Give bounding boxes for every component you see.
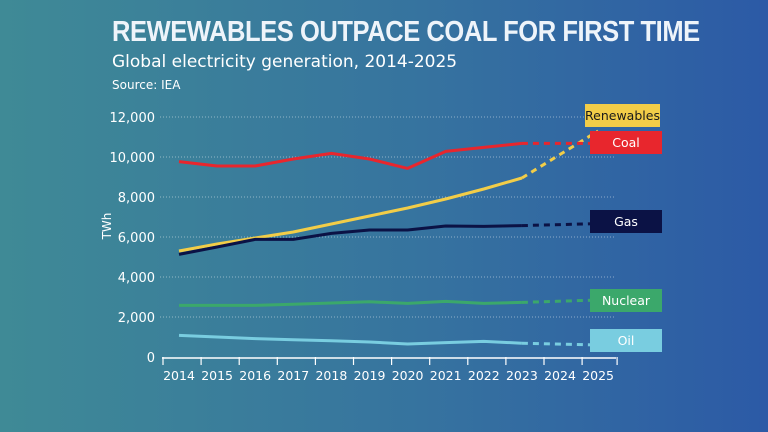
y-tick-label: 12,000 bbox=[110, 111, 156, 126]
series-projection-gas bbox=[521, 222, 599, 228]
series-label-oil: Oil bbox=[618, 333, 635, 348]
series-projection-renewables bbox=[521, 129, 599, 180]
x-tick-label: 2019 bbox=[354, 368, 386, 383]
chart-title: REWEWABLES OUTPACE COAL FOR FIRST TIME bbox=[112, 16, 700, 48]
series-label-box-oil bbox=[590, 329, 662, 352]
x-tick-label: 2022 bbox=[468, 368, 500, 383]
series-label-renewables: Renewables bbox=[585, 108, 660, 123]
x-tick-label: 2024 bbox=[544, 368, 576, 383]
series-label-box-gas bbox=[590, 210, 662, 233]
series-label-box-coal bbox=[590, 131, 662, 154]
y-tick-label: 8,000 bbox=[118, 191, 155, 206]
y-axis: 0 2,000 4,000 6,000 8,000 10,000 12,000 bbox=[110, 111, 156, 366]
series-lines bbox=[178, 129, 599, 347]
series-line-gas bbox=[178, 224, 522, 256]
x-tick-label: 2021 bbox=[430, 368, 462, 383]
series-projection-oil bbox=[521, 341, 599, 347]
chart-source: Source: IEA bbox=[112, 78, 181, 92]
x-axis: 2014 2015 2016 2017 2018 2019 2020 2021 2022 2023… bbox=[162, 357, 618, 383]
x-tick-label: 2018 bbox=[315, 368, 347, 383]
chart-subtitle: Global electricity generation, 2014-2025 bbox=[112, 52, 458, 72]
series-label-gas: Gas bbox=[614, 214, 638, 229]
series-line-nuclear bbox=[179, 299, 522, 307]
series-label-box-nuclear bbox=[590, 289, 662, 312]
x-tick-label: 2020 bbox=[392, 368, 424, 383]
series-label-nuclear: Nuclear bbox=[602, 293, 651, 308]
gridlines bbox=[160, 116, 615, 318]
series-line-oil bbox=[178, 333, 522, 346]
series-line-coal bbox=[178, 141, 523, 170]
y-tick-label: 4,000 bbox=[118, 271, 155, 286]
x-tick-label: 2014 bbox=[163, 368, 195, 383]
series-line-renewables bbox=[178, 176, 523, 253]
y-tick-label: 2,000 bbox=[118, 311, 155, 326]
y-axis-label: TWh bbox=[100, 213, 114, 241]
x-tick-label: 2025 bbox=[582, 368, 614, 383]
series-projection-nuclear bbox=[521, 298, 599, 304]
x-tick-label: 2015 bbox=[201, 368, 233, 383]
series-labels: Renewables Coal Gas Nuclear Oil bbox=[585, 104, 662, 352]
y-tick-label: 10,000 bbox=[110, 151, 156, 166]
y-tick-label: 0 bbox=[147, 351, 155, 366]
series-label-box-renewables bbox=[585, 104, 660, 127]
series-label-coal: Coal bbox=[612, 135, 640, 150]
x-tick-label: 2016 bbox=[239, 368, 271, 383]
y-tick-label: 6,000 bbox=[118, 231, 155, 246]
x-tick-label: 2023 bbox=[506, 368, 538, 383]
x-tick-label: 2017 bbox=[277, 368, 309, 383]
